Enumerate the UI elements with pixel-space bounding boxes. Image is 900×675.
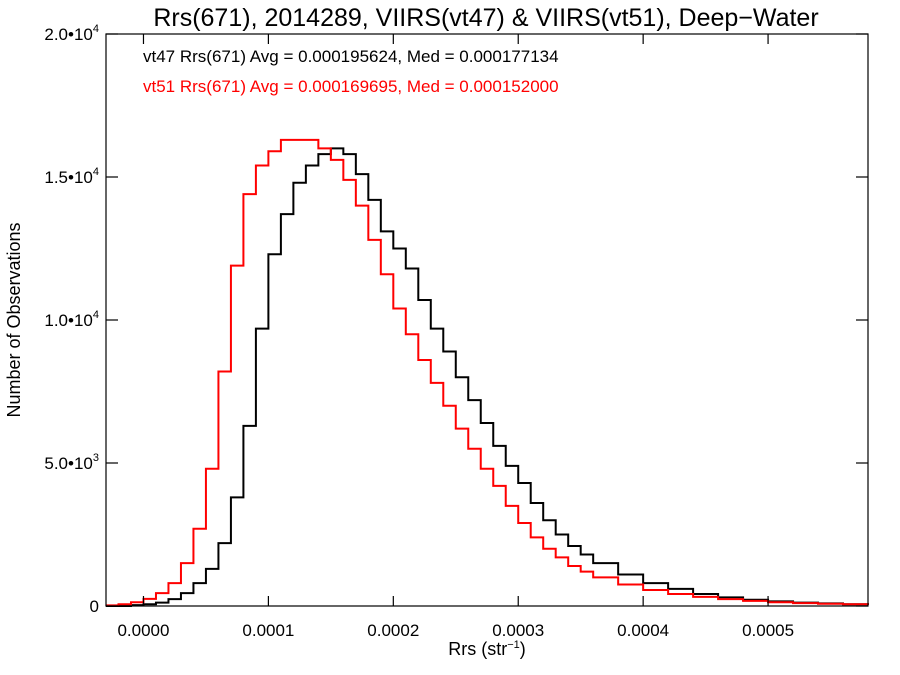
chart-title: Rrs(671), 2014289, VIIRS(vt47) & VIIRS(v… bbox=[153, 4, 818, 32]
x-axis-label-base: Rrs (str bbox=[448, 639, 507, 659]
y-tick-label: 5.0•103 bbox=[44, 452, 99, 473]
x-tick-label: 0.0000 bbox=[117, 621, 169, 640]
plot-area bbox=[105, 33, 869, 607]
x-axis-label: Rrs (str−1) bbox=[448, 639, 526, 659]
x-tick-label: 0.0005 bbox=[742, 621, 794, 640]
y-tick-label: 0 bbox=[90, 597, 99, 616]
x-tick-label: 0.0002 bbox=[367, 621, 419, 640]
y-axis-label: Number of Observations bbox=[4, 222, 24, 417]
series-layer bbox=[106, 138, 869, 607]
y-tick-label: 1.0•104 bbox=[44, 309, 99, 330]
plot-frame bbox=[105, 33, 869, 607]
y-axis-ticks: 0 5.0•103 1.0•104 1.5•104 2.0•104 bbox=[44, 23, 868, 616]
x-axis-ticks: 0.0000 0.0001 0.0002 0.0003 0.0004 0.0005 bbox=[117, 34, 794, 640]
x-tick-label: 0.0004 bbox=[617, 621, 669, 640]
x-tick-label: 0.0003 bbox=[492, 621, 544, 640]
legend-entry-vt51: vt51 Rrs(671) Avg = 0.000169695, Med = 0… bbox=[143, 77, 559, 96]
series-line-vt51 bbox=[106, 138, 869, 607]
x-axis-label-close: ) bbox=[520, 639, 526, 659]
x-tick-label: 0.0001 bbox=[242, 621, 294, 640]
x-axis-label-exponent: −1 bbox=[507, 639, 520, 651]
y-tick-label: 2.0•104 bbox=[44, 23, 99, 44]
legend-entry-vt47: vt47 Rrs(671) Avg = 0.000195624, Med = 0… bbox=[143, 47, 559, 66]
y-tick-label: 1.5•104 bbox=[44, 166, 99, 187]
series-line-vt47 bbox=[106, 147, 869, 607]
